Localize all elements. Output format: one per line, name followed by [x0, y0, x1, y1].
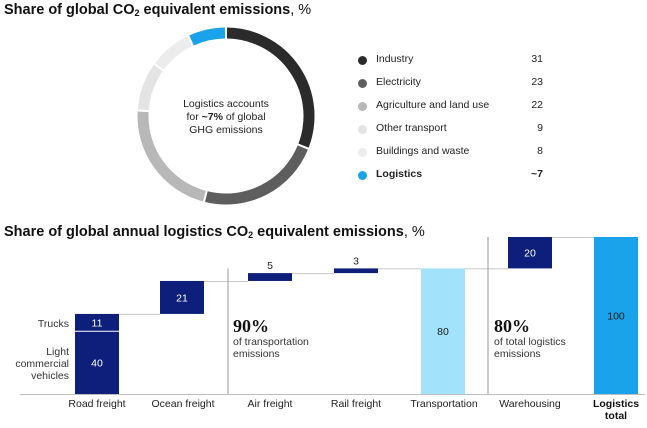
logistics-share-note: 80% of total logistics emissions [494, 316, 566, 360]
legend-value: 8 [537, 145, 543, 157]
legend-label: Buildings and waste [376, 145, 470, 157]
legend-label: Agriculture and land use [376, 99, 490, 111]
bar-air-freight [248, 273, 292, 281]
donut-slice-agriculture-and-land-use [137, 111, 206, 202]
legend-value: 31 [531, 53, 543, 65]
donut-legend: Industry 31 Electricity 23 Agriculture a… [358, 52, 543, 190]
waterfall-chart-title: Share of global annual logistics CO2 equ… [4, 224, 425, 240]
legend-swatch [358, 79, 367, 88]
legend-swatch [358, 102, 367, 111]
donut-center-note: Logistics accounts for ~7% of global GHG… [183, 98, 269, 136]
legend-item-other-transport: Other transport 9 [358, 121, 543, 144]
category-label-rail: Rail freight [330, 398, 382, 410]
bar-road-freight-trucks [75, 313, 119, 332]
legend-value: 22 [531, 99, 543, 111]
bar-road-freight-light-commercial-vehicles [75, 331, 119, 394]
donut-chart-title: Share of global CO2 equivalent emissions… [4, 2, 312, 18]
legend-label: Logistics [376, 168, 423, 180]
bar-value-label: 3 [353, 255, 359, 267]
legend-label: Industry [376, 53, 414, 65]
donut-slice-other-transport [137, 64, 163, 111]
legend-label: Other transport [376, 122, 447, 134]
category-label-warehousing: Warehousing [499, 398, 561, 410]
bar-value-label: 80 [437, 326, 449, 338]
bar-value-label: 11 [92, 318, 103, 330]
legend-value: ~7 [531, 168, 543, 180]
bar-value-label: 21 [176, 292, 188, 304]
bar-rail-freight [334, 268, 378, 274]
legend-item-agriculture: Agriculture and land use 22 [358, 98, 543, 121]
bar-value-label: 20 [524, 248, 536, 260]
bar-value-label: 5 [267, 260, 273, 272]
bar-logistics-total [594, 237, 638, 394]
lcv-label: Light commercial vehicles [15, 346, 69, 382]
legend-item-buildings: Buildings and waste 8 [358, 144, 543, 167]
legend-item-industry: Industry 31 [358, 52, 543, 75]
category-label-road: Road freight [68, 398, 126, 410]
bar-value-label: 100 [607, 311, 625, 323]
legend-swatch [358, 148, 367, 157]
legend-label: Electricity [376, 76, 421, 88]
bar-value-label: 40 [91, 358, 103, 370]
donut-slice-industry [226, 27, 315, 148]
category-label-ocean: Ocean freight [151, 398, 215, 410]
legend-value: 23 [531, 76, 543, 88]
bar-transportation [421, 268, 465, 394]
legend-item-electricity: Electricity 23 [358, 75, 543, 98]
bar-warehousing [508, 237, 552, 269]
donut-slice-electricity [205, 145, 308, 205]
donut-slice-buildings-and-waste [155, 36, 193, 70]
category-label-air: Air freight [247, 398, 293, 410]
legend-swatch [358, 125, 367, 134]
legend-swatch [358, 171, 367, 180]
transport-share-note: 90% of transportation emissions [233, 316, 309, 360]
legend-item-logistics: Logistics ~7 [358, 167, 543, 190]
donut-slice-logistics [189, 27, 226, 46]
category-label-logistics-total: Logistics total [592, 398, 640, 422]
legend-swatch [358, 56, 367, 65]
trucks-label: Trucks [37, 318, 69, 330]
legend-value: 9 [537, 122, 543, 134]
bar-ocean-freight [160, 280, 204, 314]
category-label-transportation: Transportation [410, 398, 478, 410]
